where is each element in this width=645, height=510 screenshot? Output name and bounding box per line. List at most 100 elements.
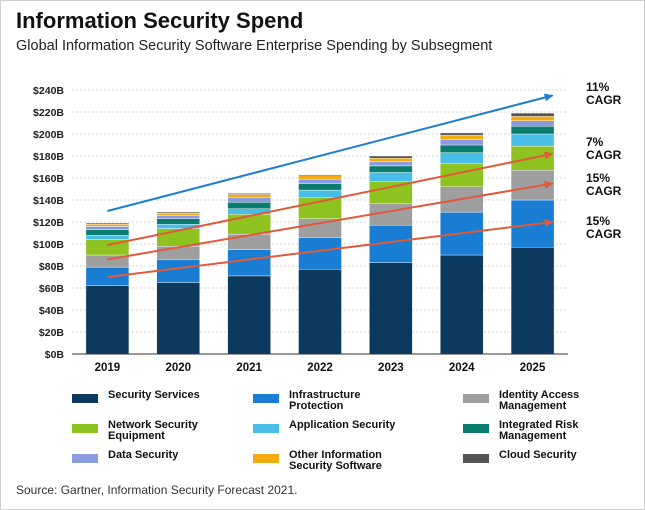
bar-segment: [369, 172, 413, 182]
bar-segment: [227, 275, 271, 355]
legend-label: Identity Access Management: [499, 389, 580, 412]
legend-item: Network Security Equipment: [72, 420, 228, 442]
cagr-text-label: CAGR: [586, 93, 622, 107]
bar-segment: [369, 262, 413, 355]
y-tick-label: $20B: [39, 327, 65, 339]
bar-segment: [298, 269, 342, 355]
cagr-percent-label: 7%: [586, 135, 604, 149]
bar-segment: [510, 247, 555, 355]
y-tick-label: $80B: [39, 261, 65, 273]
trend-line: [107, 180, 554, 261]
bar-segment: [440, 254, 484, 355]
legend-item: Identity Access Management: [463, 390, 619, 412]
legend-swatch: [253, 394, 279, 403]
legend-item: Data Security: [72, 450, 178, 463]
legend-swatch: [72, 454, 98, 463]
bar-segment: [227, 201, 271, 209]
bar-segment: [369, 165, 413, 173]
y-tick-label: $240B: [33, 85, 64, 97]
legend-label: Integrated Risk Management: [499, 419, 579, 442]
legend-swatch: [72, 394, 98, 403]
legend-item: Security Services: [72, 390, 200, 403]
bar-segment: [298, 183, 342, 191]
bar-segment: [85, 222, 130, 225]
legend-label: Cloud Security: [499, 449, 577, 461]
x-tick-label: 2025: [520, 362, 546, 374]
y-tick-label: $40B: [39, 305, 65, 317]
legend-swatch: [253, 454, 279, 463]
bar-segment: [440, 132, 484, 136]
bar-segment: [85, 234, 130, 240]
legend-item: Other Information Security Software: [253, 450, 409, 472]
bar-segment: [227, 214, 271, 235]
legend-swatch: [253, 424, 279, 433]
chart-title: Information Security Spend: [16, 8, 304, 33]
bar-segment: [156, 282, 200, 355]
y-tick-label: $160B: [33, 173, 64, 185]
bar-segment: [227, 193, 271, 195]
legend-label: Security Services: [108, 389, 200, 401]
bar-segment: [510, 133, 555, 147]
bar-segment: [298, 175, 342, 180]
cagr-text-label: CAGR: [586, 227, 622, 241]
legend-label: Application Security: [289, 419, 396, 431]
legend-swatch: [463, 394, 489, 403]
bar-segment: [510, 120, 555, 127]
y-tick-label: $0B: [45, 349, 65, 361]
y-tick-label: $60B: [39, 283, 65, 295]
bar-segment: [227, 233, 271, 250]
x-tick-label: 2022: [307, 362, 333, 374]
legend-item: Cloud Security: [463, 450, 577, 463]
cagr-text-label: CAGR: [586, 148, 622, 162]
bar-segment: [298, 174, 342, 176]
legend-label: Data Security: [108, 449, 179, 461]
bar-segment: [156, 211, 200, 214]
bar-segment: [227, 197, 271, 203]
chart-subtitle: Global Information Security Software Ent…: [16, 38, 493, 54]
legend-swatch: [463, 454, 489, 463]
trend-line: [107, 151, 554, 247]
y-tick-label: $120B: [33, 217, 64, 229]
trend-line: [107, 93, 554, 212]
source-note: Source: Gartner, Information Security Fo…: [16, 483, 298, 497]
y-tick-label: $180B: [33, 151, 64, 163]
bar-segment: [440, 144, 484, 153]
bar-segment: [227, 249, 271, 277]
y-tick-label: $200B: [33, 129, 64, 141]
bars: [85, 112, 555, 355]
x-tick-label: 2024: [449, 362, 475, 374]
bar-segment: [85, 229, 130, 236]
y-tick-label: $220B: [33, 107, 64, 119]
legend: Security Services Infrastructure Protecti…: [0, 386, 645, 476]
x-tick-label: 2019: [95, 362, 121, 374]
bar-segment: [369, 161, 413, 167]
x-tick-label: 2023: [378, 362, 404, 374]
x-tick-label: 2020: [165, 362, 191, 374]
bar-segment: [440, 134, 484, 140]
bar-segment: [298, 189, 342, 199]
legend-swatch: [463, 424, 489, 433]
bar-segment: [440, 139, 484, 146]
bar-segment: [510, 112, 555, 117]
y-tick-label: $140B: [33, 195, 64, 207]
bar-segment: [369, 157, 413, 162]
bar-segment: [510, 116, 555, 122]
bar-segment: [440, 152, 484, 164]
legend-item: Infrastructure Protection: [253, 390, 409, 412]
bar-segment: [369, 155, 413, 159]
legend-label: Network Security Equipment: [108, 419, 198, 442]
legend-item: Application Security: [253, 420, 395, 433]
cagr-percent-label: 15%: [586, 214, 610, 228]
legend-item: Integrated Risk Management: [463, 420, 619, 442]
stacked-bar-chart: $0B $20B $40B $60B $80B $100B $120B $140B $160B $…: [33, 80, 622, 374]
bar-segment: [156, 218, 200, 225]
bar-segment: [156, 212, 200, 216]
cagr-percent-label: 15%: [586, 171, 610, 185]
bar-segment: [85, 285, 130, 355]
legend-label: Infrastructure Protection: [289, 389, 361, 412]
bar-segment: [510, 126, 555, 135]
bar-segment: [85, 226, 130, 230]
y-tick-label: $100B: [33, 239, 64, 251]
legend-swatch: [72, 424, 98, 433]
